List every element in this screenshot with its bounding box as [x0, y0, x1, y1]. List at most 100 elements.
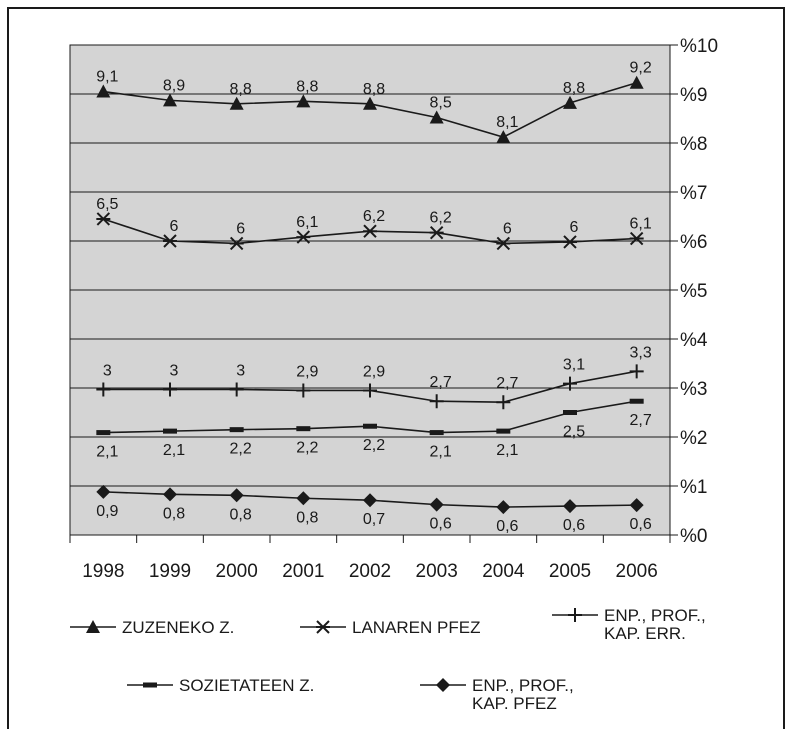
- dash-marker: [296, 426, 311, 432]
- legend-label-line: SOZIETATEEN Z.: [179, 676, 314, 695]
- data-labels: 9,1 8,9 8,8 8,8 8,8 8,5 8,1 8,8 9,2 6,5 6 6 6,1 6,2 6,…: [96, 60, 652, 535]
- data-label: 2,1: [430, 444, 452, 461]
- asterisk-marker: [316, 620, 330, 634]
- data-point: [163, 428, 177, 434]
- data-label: 8,8: [296, 78, 318, 95]
- data-label: 2,2: [296, 440, 318, 457]
- data-label: 3: [170, 362, 179, 379]
- data-label: 8,1: [496, 114, 518, 131]
- data-point: [363, 96, 377, 110]
- diamond-marker: [496, 500, 511, 515]
- diamond-marker: [436, 678, 450, 692]
- plus-marker: [496, 395, 511, 410]
- data-label: 6,2: [363, 208, 385, 225]
- legend-label-line: KAP. ERR.: [604, 624, 686, 643]
- data-label: 6: [570, 219, 579, 236]
- x-tick-label: 2006: [616, 561, 658, 582]
- data-label: 2,5: [563, 424, 585, 441]
- dash-marker: [363, 423, 377, 429]
- legend-label-line: ZUZENEKO Z.: [122, 618, 234, 637]
- asterisk-marker: [163, 234, 177, 248]
- data-point: [363, 493, 377, 508]
- data-label: 8,9: [163, 77, 185, 94]
- data-point: [229, 96, 244, 110]
- data-point: [629, 231, 644, 246]
- data-label: 6,2: [430, 210, 452, 227]
- legend-label: SOZIETATEEN Z.: [179, 676, 314, 695]
- data-label: 6,5: [96, 196, 118, 213]
- diamond-marker: [429, 497, 444, 512]
- data-label: 2,7: [430, 374, 452, 391]
- outer-border: [7, 7, 785, 729]
- data-point: [296, 426, 311, 432]
- data-label: 0,6: [496, 518, 518, 535]
- data-label: 0,8: [163, 505, 185, 522]
- dash-marker: [496, 428, 511, 434]
- data-point: [229, 236, 244, 251]
- data-label: 6: [170, 218, 179, 235]
- data-point: [163, 487, 177, 502]
- data-point: [363, 383, 377, 398]
- data-point: [429, 394, 444, 409]
- data-label: 2,1: [496, 442, 518, 459]
- plus-marker: [96, 382, 111, 397]
- data-label: 2,9: [363, 363, 385, 380]
- data-point: [496, 236, 511, 251]
- diamond-marker: [363, 493, 377, 508]
- legend: ZUZENEKO Z. LANAREN PFEZ ENP., PROF., KAP. …: [70, 606, 706, 713]
- asterisk-marker: [496, 236, 511, 251]
- data-point: [363, 224, 377, 238]
- legend-item: LANAREN PFEZ: [300, 618, 480, 637]
- data-label: 9,2: [630, 60, 652, 77]
- legend-label: ENP., PROF., KAP. ERR.: [604, 606, 706, 643]
- asterisk-marker: [296, 230, 311, 244]
- data-point: [563, 95, 577, 109]
- data-point: [429, 430, 444, 436]
- y-tick-label: %3: [680, 379, 707, 400]
- legend-marker: [436, 678, 450, 692]
- data-label: 9,1: [96, 69, 118, 86]
- data-label: 0,8: [230, 506, 252, 523]
- legend-marker: [86, 620, 100, 633]
- plus-marker: [629, 364, 644, 379]
- diamond-marker: [629, 498, 644, 513]
- data-point: [496, 428, 511, 434]
- x-tick-label: 1999: [149, 561, 191, 582]
- data-point: [96, 212, 111, 226]
- data-point: [229, 382, 244, 397]
- triangle-marker: [229, 96, 244, 110]
- diamond-marker: [296, 491, 311, 506]
- data-label: 0,8: [296, 509, 318, 526]
- triangle-marker: [629, 75, 644, 89]
- triangle-marker: [429, 110, 444, 124]
- x-tick-label: 2005: [549, 561, 591, 582]
- asterisk-marker: [563, 235, 577, 249]
- data-label: 2,2: [363, 437, 385, 454]
- diamond-marker: [563, 499, 577, 514]
- data-label: 6,1: [296, 214, 318, 231]
- asterisk-marker: [629, 231, 644, 246]
- data-point: [629, 498, 644, 513]
- data-label: 2,9: [296, 363, 318, 380]
- x-tick-label: 1998: [82, 561, 124, 582]
- data-point: [429, 225, 444, 240]
- diamond-marker: [229, 488, 244, 503]
- data-label: 8,8: [363, 81, 385, 98]
- data-label: 0,9: [96, 503, 118, 520]
- data-point: [296, 491, 311, 506]
- asterisk-marker: [229, 236, 244, 251]
- data-label: 3: [236, 362, 245, 379]
- x-tick-label: 2002: [349, 561, 391, 582]
- data-point: [563, 376, 577, 391]
- dash-marker: [163, 428, 177, 434]
- data-point: [163, 234, 177, 248]
- data-label: 2,2: [230, 441, 252, 458]
- triangle-marker: [563, 95, 577, 109]
- legend-marker: [143, 682, 157, 688]
- dash-marker: [143, 682, 157, 688]
- legend-marker: [316, 620, 330, 634]
- legend-label-line: LANAREN PFEZ: [352, 618, 480, 637]
- y-tick-label: %10: [680, 36, 718, 57]
- triangle-marker: [363, 96, 377, 110]
- y-tick-label: %1: [680, 477, 707, 498]
